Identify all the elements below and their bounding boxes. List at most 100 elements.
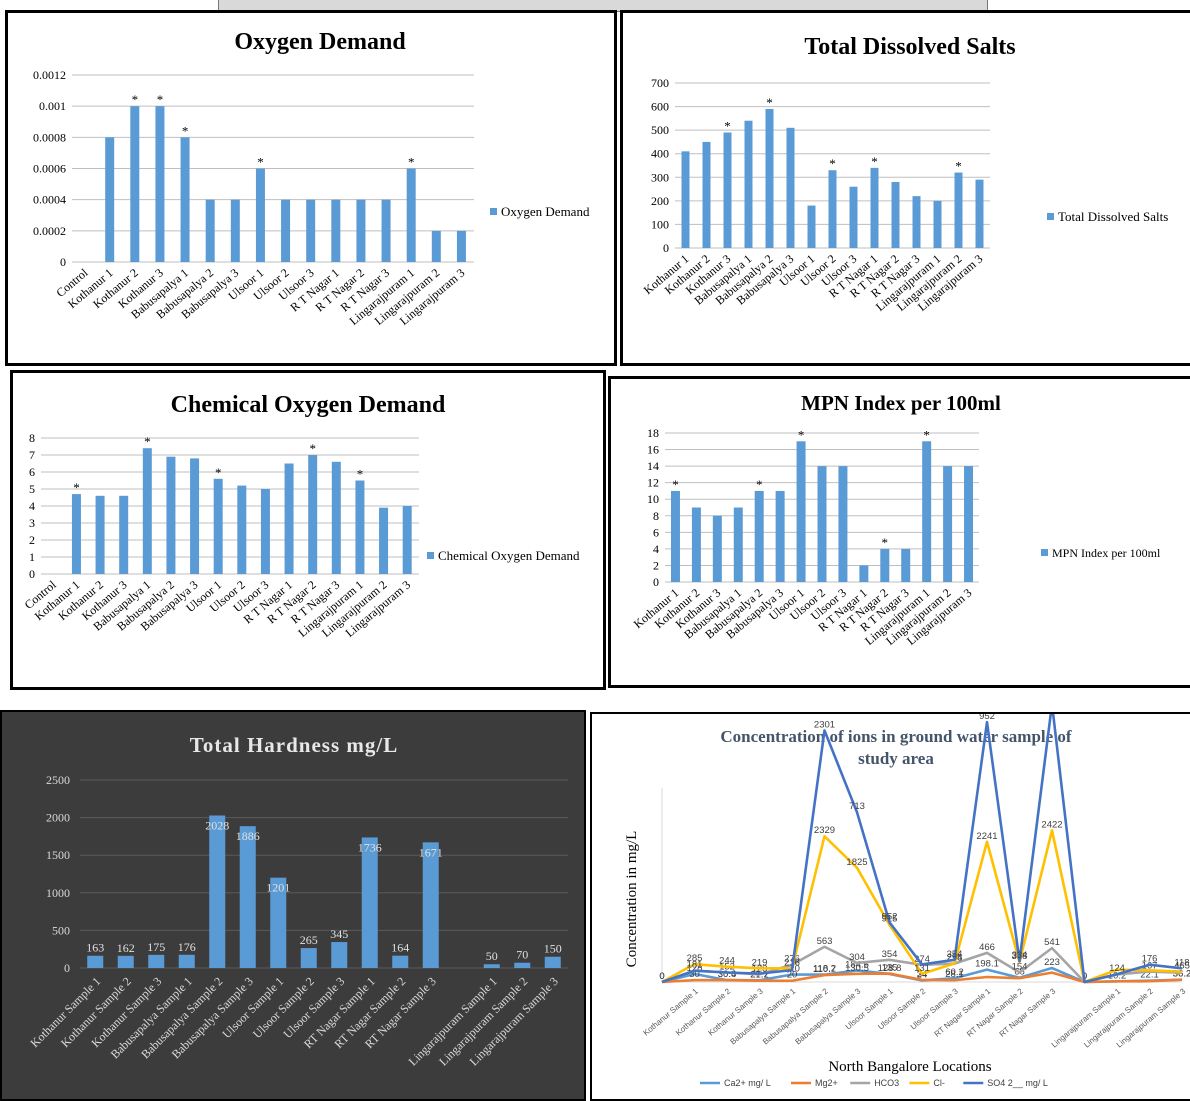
bar bbox=[130, 106, 140, 263]
data-label: 265 bbox=[300, 933, 318, 947]
bar bbox=[155, 106, 165, 263]
data-label: 354 bbox=[947, 949, 963, 960]
y-tick-label: 0.0006 bbox=[33, 162, 66, 176]
oxygen-demand-chart: Oxygen Demand 0 0.0002 0.0004 0.0006 0.0008 0.… bbox=[5, 10, 617, 366]
y-tick-label: 7 bbox=[29, 448, 35, 462]
data-label: 30.6 bbox=[718, 969, 737, 980]
bar bbox=[943, 466, 953, 582]
legend-label: Total Dissolved Salts bbox=[1058, 209, 1168, 224]
bar bbox=[870, 167, 879, 248]
chart-title: Oxygen Demand bbox=[234, 29, 406, 55]
y-tick-label: 14 bbox=[647, 459, 659, 473]
bar bbox=[71, 494, 81, 574]
data-label: 952 bbox=[882, 911, 898, 922]
bar bbox=[306, 199, 316, 262]
bar bbox=[284, 463, 294, 574]
bar bbox=[87, 955, 104, 968]
x-axis-label: North Bangalore Locations bbox=[828, 1059, 991, 1075]
bar bbox=[300, 948, 317, 968]
bar bbox=[817, 466, 827, 582]
data-label: 1201 bbox=[266, 881, 290, 895]
bar bbox=[178, 954, 195, 968]
series-line bbox=[661, 971, 1183, 984]
legend-label: SO4 2__ mg/ L bbox=[987, 1078, 1048, 1088]
data-label: 128 bbox=[687, 963, 703, 974]
data-label: 130.5 bbox=[845, 963, 869, 974]
bar bbox=[723, 132, 732, 248]
data-label: 465 bbox=[1174, 961, 1190, 972]
bar bbox=[392, 955, 409, 968]
bar bbox=[744, 120, 753, 248]
y-tick-label: 6 bbox=[29, 465, 35, 479]
data-label: 276 bbox=[784, 954, 800, 965]
y-tick-label: 400 bbox=[651, 147, 669, 161]
legend-label: Cl- bbox=[933, 1078, 945, 1088]
y-tick-label: 6 bbox=[653, 525, 659, 539]
significance-marker: * bbox=[871, 154, 878, 169]
legend-swatch bbox=[427, 552, 434, 559]
chart-title: Total Dissolved Salts bbox=[804, 34, 1015, 60]
data-label: 163 bbox=[86, 941, 104, 955]
data-label: 150 bbox=[544, 942, 562, 956]
total-dissolved-salts-chart: Total Dissolved Salts 0 100 200 300 400 500 600… bbox=[620, 10, 1190, 366]
chemical-oxygen-demand-chart: Chemical Oxygen Demand 0 1 2 3 4 5 6 7 8 Control * K… bbox=[10, 370, 606, 690]
legend-swatch bbox=[1047, 213, 1054, 220]
significance-marker: * bbox=[408, 155, 415, 170]
bar bbox=[514, 962, 531, 968]
y-tick-label: 1 bbox=[29, 550, 35, 564]
legend-label: MPN Index per 100ml bbox=[1052, 546, 1161, 560]
bar bbox=[119, 495, 129, 574]
mpn-index-chart: MPN Index per 100ml 0 2 4 6 8 10 12 14 16 18 * Kotha… bbox=[608, 376, 1190, 688]
bar bbox=[402, 506, 412, 574]
y-tick-label: 12 bbox=[647, 476, 659, 490]
series-line bbox=[661, 829, 1183, 984]
data-label: 162 bbox=[117, 941, 135, 955]
significance-marker: * bbox=[182, 123, 189, 138]
data-label: 219 bbox=[752, 957, 768, 968]
bar bbox=[331, 461, 341, 574]
bar bbox=[954, 172, 963, 248]
y-tick-label: 0 bbox=[60, 255, 66, 269]
y-tick-label: 0.0008 bbox=[33, 130, 66, 144]
y-tick-label: 0.0004 bbox=[33, 193, 66, 207]
significance-marker: * bbox=[215, 465, 222, 480]
y-tick-label: 3 bbox=[29, 516, 35, 530]
y-tick-label: 200 bbox=[651, 194, 669, 208]
bar bbox=[901, 548, 911, 582]
bar bbox=[255, 168, 265, 262]
data-label: 50 bbox=[486, 949, 498, 963]
data-label: 181 bbox=[687, 960, 703, 971]
legend-swatch bbox=[1041, 549, 1048, 556]
bar bbox=[205, 199, 215, 262]
data-label: 198.1 bbox=[975, 959, 999, 970]
y-tick-label: 300 bbox=[651, 170, 669, 184]
chart-title: study area bbox=[858, 749, 934, 768]
bar bbox=[859, 565, 869, 582]
bar bbox=[331, 199, 341, 262]
bar bbox=[838, 466, 848, 582]
bar bbox=[190, 458, 200, 574]
data-label: 0 bbox=[659, 971, 664, 982]
y-tick-label: 10 bbox=[647, 492, 659, 506]
y-tick-label: 100 bbox=[651, 217, 669, 231]
bar bbox=[483, 964, 500, 968]
data-label: 2241 bbox=[976, 831, 997, 842]
y-tick-label: 1000 bbox=[46, 886, 70, 900]
significance-marker: * bbox=[756, 477, 763, 492]
data-label: 466 bbox=[979, 942, 995, 953]
significance-marker: * bbox=[829, 156, 836, 171]
significance-marker: * bbox=[923, 427, 930, 442]
legend-swatch bbox=[490, 208, 497, 215]
y-tick-label: 8 bbox=[29, 431, 35, 445]
data-label: 22.1 bbox=[1140, 970, 1159, 981]
data-label: 36.2 bbox=[1173, 969, 1190, 980]
bar bbox=[712, 515, 722, 582]
data-label: 175 bbox=[147, 940, 165, 954]
bar bbox=[733, 507, 743, 582]
bar bbox=[691, 507, 701, 582]
data-label: 60.2 bbox=[945, 967, 964, 978]
significance-marker: * bbox=[357, 467, 364, 482]
significance-marker: * bbox=[882, 535, 889, 550]
data-label: 131 bbox=[914, 963, 930, 974]
bar bbox=[880, 548, 890, 582]
